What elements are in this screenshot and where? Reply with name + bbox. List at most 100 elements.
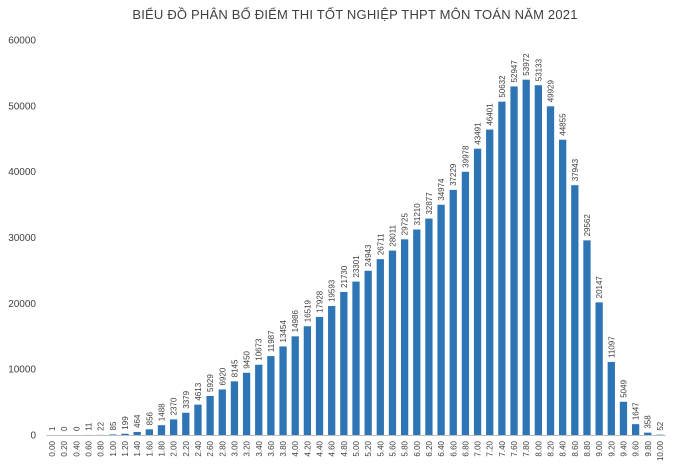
bar-rect (255, 364, 263, 435)
bar-rect (522, 79, 530, 436)
bar (534, 85, 542, 436)
data-label: 20147 (595, 276, 604, 299)
bar-rect (461, 171, 470, 435)
bar (400, 239, 409, 435)
bar-rect (388, 250, 397, 435)
bar-rect (291, 336, 299, 435)
data-label: 52 (656, 421, 665, 430)
x-tick-label: 7.00 (474, 440, 483, 456)
bar (340, 291, 348, 435)
bar (376, 259, 384, 435)
data-label: 464 (133, 414, 142, 428)
bar (388, 250, 397, 435)
x-tick-label: 5.40 (376, 440, 385, 456)
x-tick-label: 1.00 (109, 440, 118, 456)
bar (133, 431, 141, 435)
data-label: 22 (97, 421, 106, 430)
x-tick-label: 3.60 (267, 440, 276, 456)
bar-rect (571, 185, 579, 435)
data-label: 32877 (425, 192, 434, 215)
bar (425, 218, 433, 435)
x-tick-label: 1.40 (133, 440, 142, 456)
bar (644, 432, 652, 435)
bar-rect (230, 381, 239, 435)
x-tick-label: 2.80 (218, 440, 227, 456)
bar-rect (279, 346, 287, 435)
data-label: 29725 (401, 213, 410, 236)
bar (328, 306, 336, 435)
bar-rect (413, 229, 421, 435)
bar (413, 229, 421, 435)
bar (182, 412, 190, 435)
data-label: 44855 (559, 113, 568, 136)
bar-rect (619, 401, 628, 435)
x-tick-label: 3.20 (243, 440, 252, 456)
data-label: 43491 (474, 122, 483, 145)
data-label: 5929 (206, 374, 215, 392)
bar (522, 79, 530, 436)
y-tick-label: 60000 (8, 36, 36, 47)
x-tick-label: 1.60 (145, 440, 154, 456)
x-tick-label: 4.80 (340, 440, 349, 456)
data-label: 1 (48, 426, 57, 431)
x-tick-label: 9.80 (644, 440, 653, 456)
bar (121, 433, 129, 435)
bar-rect (303, 326, 312, 435)
y-tick-label: 10000 (8, 365, 36, 376)
data-label: 34974 (437, 178, 446, 201)
bar (595, 302, 603, 435)
data-label: 28011 (388, 224, 397, 246)
data-label: 37943 (571, 158, 580, 181)
bar (242, 372, 251, 435)
x-tick-label: 8.40 (559, 440, 568, 456)
x-tick-label: 5.00 (352, 440, 361, 456)
data-label: 37229 (449, 163, 458, 186)
bar-rect (194, 404, 202, 435)
bar (255, 364, 263, 435)
x-tick-label: 3.00 (230, 440, 239, 456)
data-label: 53133 (534, 58, 543, 81)
bar-rect (534, 85, 542, 436)
x-tick-label: 3.40 (255, 440, 264, 456)
x-axis: 0.00 0.20 0.40 0.60 0.80 1.00 1.20 1.40 1.60 1.80… (46, 435, 666, 461)
bar (267, 356, 275, 435)
bar-rect (631, 424, 640, 435)
data-label: 85 (109, 421, 118, 430)
data-label: 8145 (230, 359, 239, 377)
x-tick-label: 7.40 (498, 440, 507, 456)
x-tick-label: 5.80 (401, 440, 410, 456)
x-tick-label: 9.60 (632, 440, 641, 456)
bar (230, 381, 239, 435)
bar (109, 434, 117, 435)
y-tick-label: 20000 (8, 299, 36, 310)
chart-title: BIỂU ĐỒ PHÂN BỐ ĐIỂM THI TỐT NGHIỆP THPT… (132, 7, 577, 22)
data-label: 0 (72, 426, 81, 431)
data-label: 16519 (303, 299, 312, 322)
bar-rect (218, 389, 226, 435)
x-tick-label: 0.00 (48, 440, 57, 456)
data-label: 13454 (279, 320, 288, 343)
bar-rect (328, 306, 336, 435)
x-tick-label: 7.80 (522, 440, 531, 456)
bar-rect (376, 259, 384, 435)
data-label: 17928 (316, 290, 325, 313)
x-tick-label: 5.20 (364, 440, 373, 456)
x-tick-label: 0.20 (60, 440, 69, 456)
bar (510, 86, 518, 436)
bar-rect (145, 429, 153, 435)
data-label: 50632 (498, 75, 507, 98)
bar-rect (340, 291, 348, 435)
data-label: 14986 (291, 310, 300, 333)
x-tick-label: 0.80 (97, 440, 106, 456)
data-label: 9450 (243, 350, 252, 368)
data-label: 31210 (413, 203, 422, 226)
bar-rect (352, 281, 360, 435)
y-tick-label: 30000 (8, 233, 36, 244)
bar-rect (607, 361, 615, 435)
bar (291, 336, 299, 435)
bar (461, 171, 470, 435)
y-tick-label: 40000 (8, 167, 36, 178)
bar-rect (206, 395, 214, 435)
x-tick-label: 6.80 (461, 440, 470, 456)
bar-rect (315, 316, 324, 435)
